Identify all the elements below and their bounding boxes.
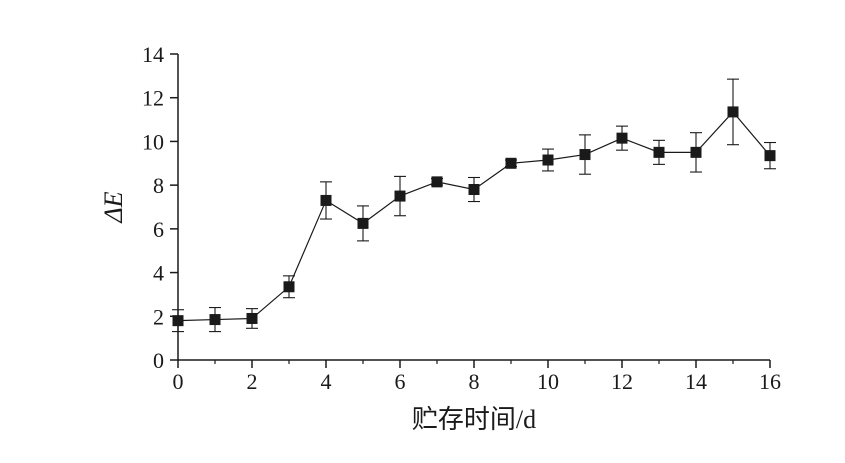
data-point xyxy=(246,312,258,324)
y-tick-label: 4 xyxy=(153,261,164,286)
x-tick-label: 4 xyxy=(321,369,332,394)
data-point xyxy=(542,154,554,166)
data-point xyxy=(616,132,628,144)
data-point xyxy=(468,184,480,196)
series-line xyxy=(177,111,771,322)
data-point xyxy=(431,176,443,188)
x-tick-label: 12 xyxy=(611,369,633,394)
data-point xyxy=(653,146,665,158)
y-tick-label: 12 xyxy=(142,86,164,111)
data-point xyxy=(764,150,776,162)
y-tick-label: 0 xyxy=(153,348,164,373)
axes: 0 2 4 6 8 10 12 14 0 2 4 6 8 10 12 14 16 xyxy=(142,42,781,394)
data-point xyxy=(505,157,517,169)
data-point xyxy=(357,217,369,229)
x-tick-label: 14 xyxy=(685,369,707,394)
y-tick-label: 6 xyxy=(153,217,164,242)
data-point xyxy=(209,314,221,326)
data-point xyxy=(727,106,739,118)
y-tick-label: 2 xyxy=(153,304,164,329)
x-tick-label: 16 xyxy=(759,369,781,394)
data-point xyxy=(172,315,184,327)
data-point xyxy=(394,190,406,202)
data-point xyxy=(690,146,702,158)
x-tick-label: 2 xyxy=(247,369,258,394)
x-tick-label: 0 xyxy=(173,369,184,394)
x-axis-title: 贮存时间/d xyxy=(412,405,536,434)
x-tick-label: 8 xyxy=(469,369,480,394)
y-tick-label: 14 xyxy=(142,42,164,67)
y-tick-label: 8 xyxy=(153,173,164,198)
x-tick-label: 6 xyxy=(395,369,406,394)
data-point xyxy=(579,149,591,161)
series-layer xyxy=(172,78,776,333)
data-point xyxy=(320,194,332,206)
y-tick-label: 10 xyxy=(142,129,164,154)
y-axis-title: ΔE xyxy=(99,191,128,223)
data-point xyxy=(283,281,295,293)
x-tick-label: 10 xyxy=(537,369,559,394)
